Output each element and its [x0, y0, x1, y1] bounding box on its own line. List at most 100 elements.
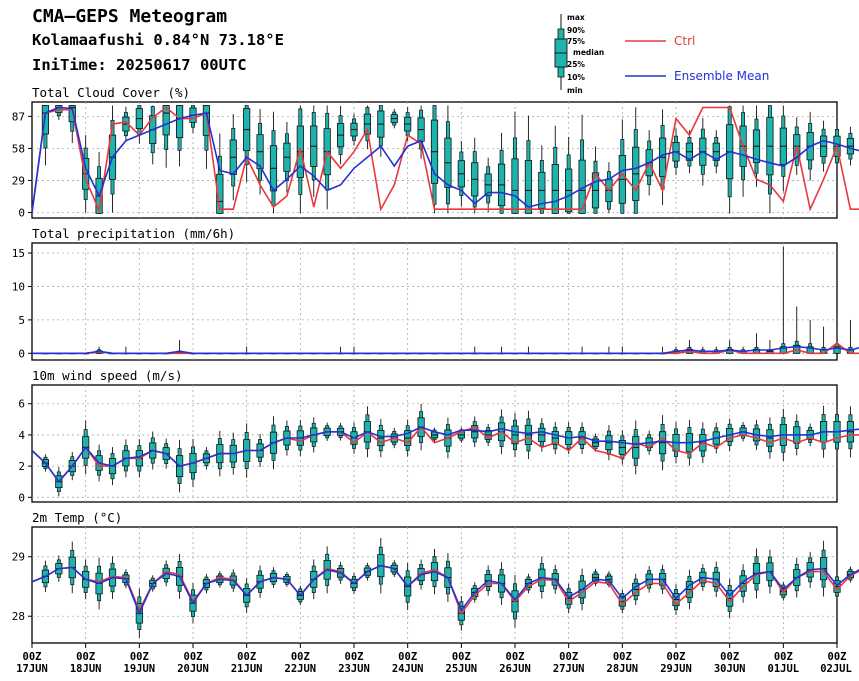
- box-25-75: [524, 160, 533, 214]
- y-tick-label: 4: [18, 429, 25, 442]
- ensemble-box: [417, 105, 425, 159]
- x-tick-hour: 00Z: [559, 651, 578, 663]
- x-tick-hour: 00Z: [291, 651, 310, 663]
- panel-title: 10m wind speed (m/s): [32, 368, 183, 383]
- ensemble-box: [323, 105, 331, 210]
- x-tick-hour: 00Z: [774, 651, 793, 663]
- y-tick-label: 58: [12, 142, 25, 155]
- ensemble-box: [377, 105, 385, 157]
- x-tick-hour: 00Z: [667, 651, 686, 663]
- ensemble-box: [511, 412, 519, 458]
- x-tick-date: 24JUN: [392, 663, 424, 675]
- ensemble-box: [256, 109, 264, 195]
- box-25-75: [551, 164, 559, 214]
- box-25-75: [202, 105, 211, 136]
- y-tick-label: 2: [18, 460, 25, 473]
- panels: 0 29 58 87 Total Cloud Cover (%) 0 5 10 15 Total …: [12, 85, 859, 644]
- ensemble-box: [390, 108, 398, 129]
- x-tick-hour: 00Z: [613, 651, 632, 663]
- legend-mean-label: Ensemble Mean: [674, 69, 769, 83]
- ensemble-box: [524, 410, 533, 460]
- ensemble-box: [605, 571, 613, 588]
- x-tick-date: 19JUN: [124, 663, 156, 675]
- x-tick-hour: 00Z: [828, 651, 847, 663]
- ensemble-box: [712, 130, 720, 174]
- x-axis: 00Z17JUN00Z18JUN00Z19JUN00Z20JUN00Z21JUN…: [16, 643, 852, 675]
- ensemble-box: [618, 119, 626, 214]
- ensemble-box: [578, 114, 586, 214]
- box-25-75: [216, 173, 224, 214]
- x-tick-date: 22JUN: [285, 663, 317, 675]
- box-25-75: [41, 105, 50, 135]
- x-tick-hour: 00Z: [720, 651, 739, 663]
- y-tick-label: 15: [12, 247, 25, 260]
- ensemble-box: [551, 125, 559, 214]
- legend-box-label: 75%: [567, 37, 585, 46]
- ensemble-box: [363, 105, 372, 150]
- legend-box-label: 10%: [567, 73, 585, 82]
- ensemble-box: [283, 121, 291, 193]
- x-tick-date: 17JUN: [16, 663, 48, 675]
- legend-box-label: median: [573, 48, 604, 57]
- ensemble-box: [175, 105, 184, 167]
- chart-title: CMA—GEPS Meteogram: [32, 6, 228, 27]
- x-tick-date: 01JUL: [768, 663, 800, 675]
- panel-frame: [31, 242, 838, 361]
- ensemble-box: [846, 319, 855, 354]
- location-label: Kolamaafushi 0.84°N 73.18°E: [32, 31, 284, 49]
- box-25-75: [162, 105, 170, 136]
- ensemble-box: [551, 421, 559, 455]
- x-tick-date: 27JUN: [553, 663, 585, 675]
- ctrl-line: [31, 106, 859, 214]
- ensemble-box: [457, 140, 465, 207]
- ensemble-box: [726, 105, 734, 214]
- x-tick-hour: 00Z: [506, 651, 525, 663]
- x-tick-date: 18JUN: [70, 663, 102, 675]
- ensemble-box: [350, 113, 358, 146]
- ensemble-box: [243, 105, 251, 183]
- ensemble-box: [229, 114, 237, 201]
- ensemble-box: [819, 120, 828, 172]
- ensemble-box: [404, 419, 412, 457]
- ensemble-box: [766, 339, 774, 354]
- ensemble-box: [565, 137, 573, 214]
- x-tick-date: 25JUN: [446, 663, 478, 675]
- y-tick-label: 6: [18, 398, 25, 411]
- y-tick-label: 0: [18, 347, 25, 360]
- panel-0: 0 29 58 87 Total Cloud Cover (%): [12, 85, 859, 219]
- ensemble-box: [524, 115, 533, 214]
- y-tick-label: 0: [18, 491, 25, 504]
- ensemble-box: [685, 130, 694, 174]
- ensemble-box: [471, 137, 479, 214]
- ensemble-box: [658, 415, 667, 471]
- ensemble-box: [149, 105, 157, 165]
- ensemble-box: [591, 433, 600, 452]
- x-tick-hour: 00Z: [130, 651, 149, 663]
- ensemble-box: [497, 132, 506, 214]
- ensemble-box: [846, 126, 855, 166]
- legend: max 90% 75% median 25% 10% min Ctrl Ensemble Mea…: [554, 13, 769, 95]
- ensemble-box: [779, 246, 787, 354]
- ensemble-box: [135, 105, 143, 144]
- x-tick-date: 26JUN: [499, 663, 531, 675]
- ensemble-box: [471, 416, 479, 448]
- box-25-75: [175, 105, 184, 139]
- x-tick-hour: 00Z: [345, 651, 364, 663]
- ensemble-box: [310, 105, 318, 197]
- ensemble-box: [766, 417, 774, 459]
- ensemble-box: [538, 145, 546, 214]
- x-tick-date: 02JUL: [820, 663, 852, 675]
- x-tick-date: 20JUN: [177, 663, 209, 675]
- legend-box-label: min: [567, 86, 583, 95]
- ensemble-mean-line: [31, 106, 859, 213]
- y-tick-label: 5: [18, 314, 25, 327]
- ensemble-box: [430, 105, 439, 214]
- ensemble-box: [779, 105, 787, 192]
- box-25-75: [511, 158, 519, 214]
- y-tick-label: 10: [12, 280, 25, 293]
- x-tick-hour: 00Z: [184, 651, 203, 663]
- x-tick-date: 28JUN: [607, 663, 639, 675]
- ensemble-box: [216, 133, 224, 214]
- ensemble-box: [162, 105, 170, 168]
- legend-box-label: max: [567, 13, 585, 22]
